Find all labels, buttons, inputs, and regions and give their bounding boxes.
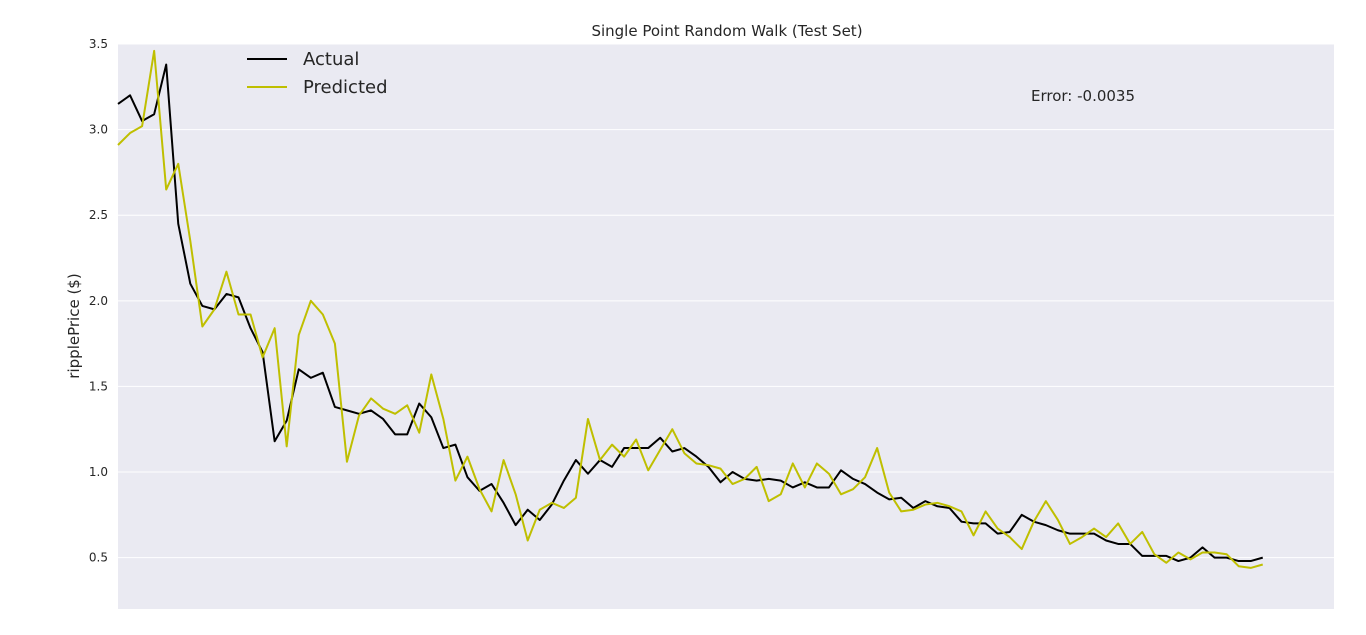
y-tick-label: 3.5 bbox=[89, 37, 108, 51]
legend: Actual Predicted bbox=[247, 49, 388, 98]
legend-label-predicted: Predicted bbox=[303, 77, 388, 98]
y-tick-label: 1.0 bbox=[89, 465, 108, 479]
y-tick-label: 2.5 bbox=[89, 208, 108, 222]
y-tick-label: 2.0 bbox=[89, 294, 108, 308]
legend-label-actual: Actual bbox=[303, 49, 359, 70]
series-lines bbox=[117, 49, 1264, 569]
y-tick-labels: 0.5 1.0 1.5 2.0 2.5 3.0 3.5 bbox=[89, 37, 108, 565]
y-axis-label: ripplePrice ($) bbox=[65, 273, 83, 378]
plot-background bbox=[118, 44, 1334, 609]
y-tick-label: 0.5 bbox=[89, 551, 108, 565]
chart-title: Single Point Random Walk (Test Set) bbox=[591, 22, 862, 40]
series-line-predicted bbox=[117, 49, 1264, 569]
error-annotation: Error: -0.0035 bbox=[1031, 87, 1135, 105]
y-tick-label: 1.5 bbox=[89, 379, 108, 393]
y-tick-label: 3.0 bbox=[89, 123, 108, 137]
series-line-actual bbox=[117, 63, 1264, 563]
grid-lines bbox=[118, 43, 1334, 559]
